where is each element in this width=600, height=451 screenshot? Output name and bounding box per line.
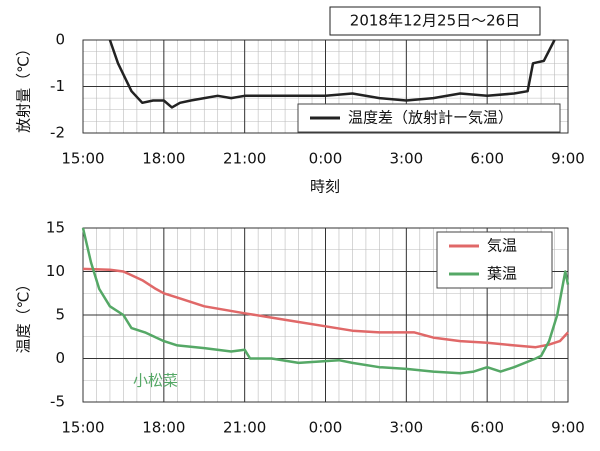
y-tick-label: 10 bbox=[46, 262, 65, 280]
legend-label: 温度差（放射計ー気温） bbox=[348, 109, 513, 127]
legend-label: 気温 bbox=[487, 237, 517, 255]
x-tick-label: 9:00 bbox=[551, 150, 585, 168]
x-tick-label: 3:00 bbox=[389, 419, 423, 437]
x-tick-label: 21:00 bbox=[223, 419, 266, 437]
data-line bbox=[108, 39, 556, 109]
x-tick-label: 9:00 bbox=[551, 419, 585, 437]
legend-box bbox=[297, 103, 561, 133]
annotation: 小松菜 bbox=[133, 372, 178, 390]
y-tick-label: 15 bbox=[46, 219, 65, 237]
y-tick-label: -1 bbox=[50, 77, 65, 95]
x-tick-label: 3:00 bbox=[389, 150, 423, 168]
x-tick-label: 21:00 bbox=[223, 150, 266, 168]
x-tick-label: 0:00 bbox=[309, 419, 343, 437]
y-tick-label: 5 bbox=[55, 306, 65, 324]
x-tick-label: 6:00 bbox=[470, 419, 504, 437]
y-axis-label: 放射量（℃） bbox=[15, 41, 33, 133]
y-tick-label: -2 bbox=[50, 124, 65, 142]
legend-box bbox=[436, 231, 553, 289]
y-tick-label: 0 bbox=[55, 349, 65, 367]
x-tick-label: 0:00 bbox=[309, 150, 343, 168]
x-tick-label: 15:00 bbox=[61, 419, 104, 437]
x-tick-label: 15:00 bbox=[61, 150, 104, 168]
legend-label: 葉温 bbox=[487, 265, 517, 283]
y-tick-label: 0 bbox=[55, 31, 65, 49]
x-tick-label: 18:00 bbox=[142, 150, 185, 168]
x-axis-label: 時刻 bbox=[310, 178, 340, 196]
y-axis-label: 温度（℃） bbox=[15, 277, 33, 354]
x-tick-label: 18:00 bbox=[142, 419, 185, 437]
y-tick-label: -5 bbox=[50, 393, 65, 411]
x-tick-label: 6:00 bbox=[470, 150, 504, 168]
data-line bbox=[81, 227, 570, 375]
title-box bbox=[329, 6, 541, 36]
chart-title: 2018年12月25日～26日 bbox=[350, 12, 520, 30]
data-line bbox=[82, 267, 569, 349]
